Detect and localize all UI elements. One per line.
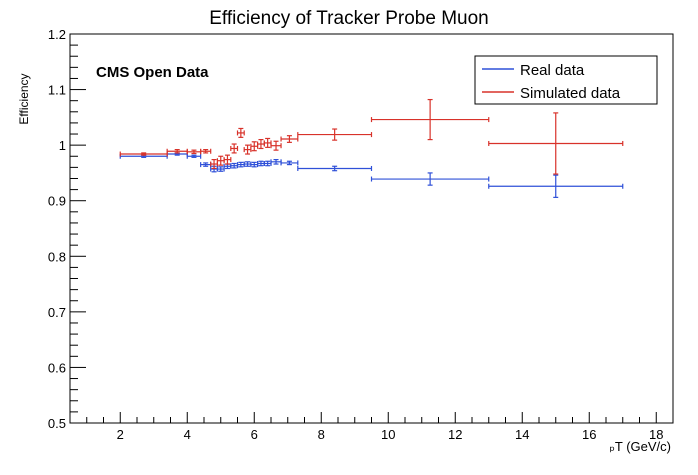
series-simulated-data [119,98,624,175]
y-tick-label: 0.5 [48,416,66,431]
x-axis-label: ₚT (GeV/c) [609,439,671,454]
x-tick-label: 10 [381,427,395,442]
y-tick-label: 0.9 [48,194,66,209]
data-point [243,161,252,167]
y-tick-label: 1.2 [48,27,66,42]
legend: Real data Simulated data [474,55,658,105]
data-point [216,166,225,172]
x-tick-label: 8 [318,427,325,442]
data-point [250,161,259,168]
x-tick-label: 4 [184,427,191,442]
data-point [280,160,299,166]
y-axis-label: Efficiency [17,73,31,124]
data-point [370,98,490,141]
data-point [270,140,282,151]
data-point [186,149,202,155]
data-point [263,137,272,148]
cms-open-data-annotation: CMS Open Data [96,64,209,81]
data-point [186,153,202,159]
data-point [488,112,624,175]
data-point [297,165,373,172]
data-point [200,162,212,168]
x-tick-label: 12 [448,427,462,442]
data-point [488,174,624,198]
data-point [166,148,188,154]
x-tick-label: 18 [649,427,663,442]
y-tick-label: 0.6 [48,360,66,375]
x-tick-label: 6 [251,427,258,442]
x-tick-label: 16 [582,427,596,442]
data-point [230,162,239,169]
data-point [223,154,232,165]
legend-label-real-data: Real data [520,62,585,79]
data-point [243,144,252,155]
data-marks [119,98,624,198]
x-tick-label: 14 [515,427,529,442]
data-point [230,143,239,154]
plot-axes: 2 4 6 8 10 12 14 16 18 0.5 0.6 0.7 0.8 0.9 1 1.1 1.2 [48,27,674,442]
series-real-data [119,151,624,198]
data-point [263,160,272,167]
y-tick-label: 0.7 [48,305,66,320]
data-point [236,127,245,138]
data-point [200,148,212,154]
y-tick-label: 1 [59,138,66,153]
data-point [270,158,282,165]
data-point [216,155,225,166]
data-point [257,160,265,167]
data-point [280,135,299,143]
data-point [236,161,245,168]
legend-label-simulated-data: Simulated data [520,85,621,102]
data-point [210,158,218,170]
data-point [297,128,373,141]
chart-title: Efficiency of Tracker Probe Muon [209,8,489,29]
data-point [370,172,490,186]
legend-box [474,55,658,105]
y-tick-label: 1.1 [48,83,66,98]
x-tick-label: 2 [117,427,124,442]
data-point [257,138,265,150]
data-point [250,141,259,152]
y-tick-label: 0.8 [48,249,66,264]
